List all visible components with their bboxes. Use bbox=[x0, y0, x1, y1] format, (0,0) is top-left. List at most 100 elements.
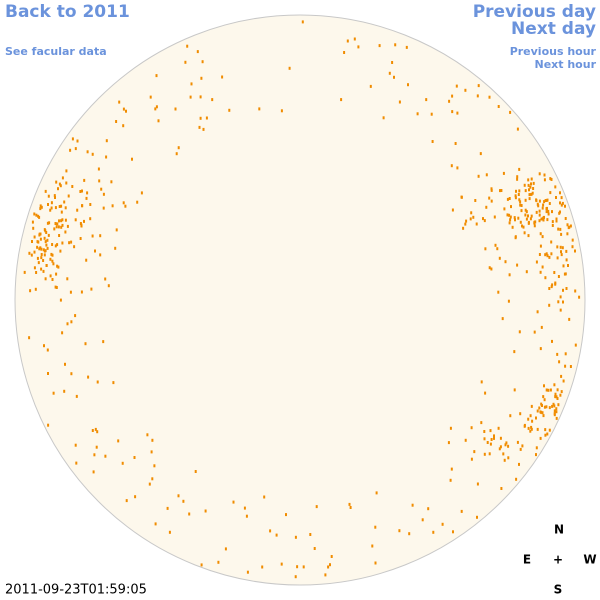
facular-point bbox=[554, 395, 557, 399]
facular-point bbox=[527, 234, 530, 238]
facular-point bbox=[288, 66, 291, 70]
facular-point bbox=[117, 439, 120, 443]
facular-point bbox=[131, 157, 133, 161]
facular-point bbox=[196, 50, 199, 54]
facular-point bbox=[511, 225, 514, 229]
facular-point bbox=[59, 184, 62, 188]
facular-point bbox=[151, 477, 154, 481]
facular-point bbox=[522, 225, 525, 229]
facular-point bbox=[200, 76, 203, 80]
facular-point bbox=[46, 221, 49, 225]
back-link[interactable]: Back to 2011 bbox=[5, 2, 130, 22]
next-hour-link[interactable]: Next hour bbox=[535, 58, 597, 71]
facular-point bbox=[86, 150, 89, 154]
timestamp: 2011-09-23T01:59:05 bbox=[5, 583, 147, 598]
facular-point bbox=[28, 336, 31, 340]
facular-point bbox=[456, 166, 459, 170]
facular-point bbox=[79, 222, 82, 225]
facular-point bbox=[50, 201, 53, 205]
facular-point bbox=[59, 298, 62, 302]
facular-link[interactable]: See facular data bbox=[5, 45, 107, 58]
facular-point bbox=[150, 450, 153, 454]
facular-point bbox=[547, 209, 550, 213]
facular-point bbox=[506, 213, 509, 217]
facular-point bbox=[482, 217, 484, 221]
facular-point bbox=[515, 477, 518, 481]
facular-point bbox=[393, 75, 395, 79]
facular-point bbox=[505, 441, 508, 445]
facular-point bbox=[455, 84, 458, 88]
facular-point bbox=[54, 206, 57, 210]
facular-point bbox=[452, 530, 454, 534]
facular-point bbox=[513, 388, 516, 392]
facular-point bbox=[91, 152, 94, 156]
facular-point bbox=[371, 544, 374, 548]
facular-point bbox=[69, 290, 72, 294]
facular-point bbox=[29, 289, 32, 293]
facular-point bbox=[514, 218, 516, 222]
facular-point bbox=[479, 152, 482, 156]
facular-point bbox=[186, 44, 189, 48]
facular-point bbox=[550, 240, 553, 244]
facular-point bbox=[55, 272, 58, 276]
facular-point bbox=[73, 245, 76, 249]
facular-point bbox=[40, 253, 43, 256]
facular-point bbox=[174, 107, 177, 111]
previous-day-link[interactable]: Previous day bbox=[473, 2, 596, 22]
facular-point bbox=[548, 202, 551, 205]
facular-point bbox=[378, 44, 381, 48]
facular-point bbox=[149, 95, 152, 99]
facular-point bbox=[55, 180, 58, 184]
facular-point bbox=[105, 155, 108, 159]
facular-point bbox=[394, 43, 397, 47]
facular-point bbox=[44, 240, 47, 244]
facular-point bbox=[124, 204, 127, 208]
facular-point bbox=[340, 98, 343, 102]
facular-point bbox=[177, 146, 180, 150]
facular-point bbox=[557, 300, 560, 304]
facular-point bbox=[562, 264, 565, 268]
facular-point bbox=[61, 241, 64, 245]
facular-point bbox=[56, 264, 59, 268]
facular-point bbox=[35, 271, 38, 274]
facular-point bbox=[541, 404, 543, 407]
facular-point bbox=[391, 61, 394, 64]
previous-hour-link[interactable]: Previous hour bbox=[510, 45, 597, 58]
facular-point bbox=[47, 194, 50, 198]
facular-point bbox=[510, 205, 512, 209]
facular-point bbox=[543, 405, 546, 409]
facular-point bbox=[96, 430, 99, 434]
facular-point bbox=[261, 565, 264, 569]
facular-point bbox=[61, 218, 64, 222]
facular-point bbox=[549, 388, 552, 392]
facular-point bbox=[543, 200, 546, 204]
facular-point bbox=[45, 264, 48, 267]
facular-point bbox=[524, 189, 527, 193]
facular-point bbox=[517, 216, 520, 220]
facular-point bbox=[190, 82, 193, 86]
facular-point bbox=[34, 287, 37, 291]
facular-point bbox=[58, 219, 60, 223]
facular-point bbox=[530, 182, 532, 186]
facular-point bbox=[50, 252, 53, 256]
facular-point bbox=[74, 218, 77, 222]
facular-point bbox=[86, 191, 89, 195]
facular-point bbox=[485, 205, 488, 209]
next-day-link[interactable]: Next day bbox=[511, 19, 596, 39]
facular-point bbox=[134, 495, 137, 499]
facular-point bbox=[516, 177, 519, 181]
facular-point bbox=[114, 246, 117, 250]
facular-point bbox=[514, 236, 517, 240]
facular-point bbox=[398, 529, 401, 533]
facular-point bbox=[104, 454, 107, 458]
facular-point bbox=[199, 116, 202, 120]
facular-point bbox=[470, 457, 473, 461]
facular-point bbox=[449, 426, 452, 430]
facular-point bbox=[565, 287, 568, 290]
facular-point bbox=[246, 570, 249, 574]
facular-point bbox=[49, 274, 52, 278]
facular-point bbox=[551, 404, 554, 408]
facular-point bbox=[543, 178, 546, 182]
facular-point bbox=[508, 213, 511, 217]
